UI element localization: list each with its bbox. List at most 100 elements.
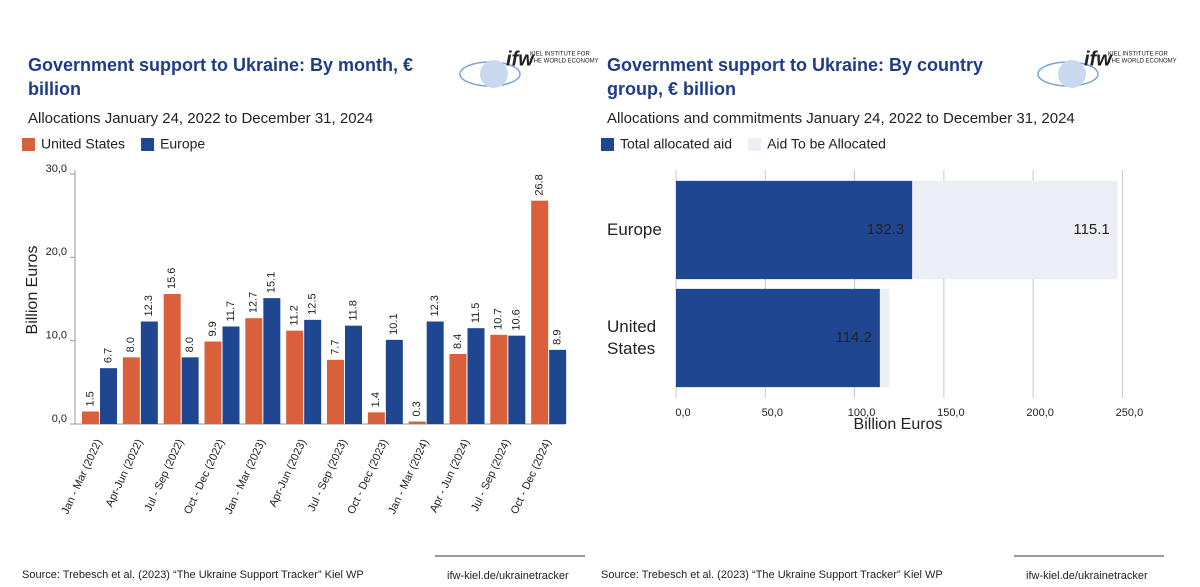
bar <box>181 357 199 424</box>
logo-tagline: THE WORLD ECONOMY <box>1108 59 1177 65</box>
x-tick-label: 50,0 <box>762 407 783 419</box>
bar <box>531 200 549 424</box>
chart-title: Government support to Ukraine: By month,… <box>28 55 414 99</box>
bar <box>122 357 140 424</box>
x-tick-label: Apr - Jun (2024) <box>428 437 472 514</box>
logo-tagline: THE WORLD ECONOMY <box>530 59 599 65</box>
data-label: 1.5 <box>84 391 96 406</box>
legend-label: Europe <box>160 136 205 152</box>
data-label: 115.1 <box>1073 221 1109 238</box>
x-tick-label: Jul - Sep (2023) <box>306 437 350 513</box>
bar <box>82 411 99 424</box>
legend-swatch <box>22 138 35 151</box>
data-label: 15.1 <box>266 272 278 293</box>
legend-swatch <box>141 138 155 151</box>
y-tick-label: Europe <box>607 220 662 239</box>
x-tick-label: Oct - Dec (2023) <box>345 437 390 516</box>
bar <box>263 298 281 424</box>
bar <box>549 349 567 424</box>
bar <box>222 326 240 424</box>
source: Source: Trebesch et al. (2023) “The Ukra… <box>22 569 364 581</box>
bar <box>286 330 304 424</box>
data-label: 8.4 <box>452 334 464 349</box>
subtitle: Allocations January 24, 2022 to December… <box>28 110 373 127</box>
bar <box>327 359 344 424</box>
data-label: 11.8 <box>347 300 359 321</box>
x-tick-label: 200,0 <box>1026 407 1054 419</box>
logo-globe <box>480 60 508 88</box>
data-label: 8.9 <box>552 330 564 345</box>
data-label: 9.9 <box>207 321 219 336</box>
y-tick-label: 10,0 <box>46 330 67 342</box>
y-axis-label: Billion Euros <box>24 246 41 335</box>
data-label: 11.2 <box>289 305 301 326</box>
y-tick-label: 0,0 <box>52 413 67 425</box>
data-label: 10.1 <box>388 313 400 334</box>
x-tick-label: Jan - Mar (2023) <box>223 437 268 516</box>
bar <box>345 325 362 424</box>
bar <box>304 319 322 424</box>
data-label: 10.6 <box>511 309 523 330</box>
x-tick-label: 100,0 <box>848 407 876 419</box>
link: ifw-kiel.de/ukrainetracker <box>447 570 569 582</box>
x-axis-label: Billion Euros <box>854 416 943 433</box>
bar <box>367 412 385 424</box>
x-tick-label: Oct - Dec (2024) <box>509 437 554 516</box>
bar <box>408 421 426 424</box>
link: ifw-kiel.de/ukrainetracker <box>1026 570 1148 582</box>
bar <box>140 321 158 424</box>
data-label: 12.5 <box>307 293 319 314</box>
x-tick-label: 250,0 <box>1116 407 1144 419</box>
y-tick-label: 20,0 <box>46 246 67 258</box>
data-label: 132.3 <box>867 221 905 238</box>
bar <box>245 318 263 424</box>
bar-segment <box>879 288 890 388</box>
x-tick-label: Jan - Mar (2022) <box>60 437 105 516</box>
data-label: 10.7 <box>493 308 505 329</box>
x-tick-label: 0,0 <box>675 407 690 419</box>
data-label: 26.8 <box>534 174 546 195</box>
bar <box>204 341 222 424</box>
x-tick-label: Jul - Sep (2024) <box>469 437 513 513</box>
bar <box>467 328 485 424</box>
logo-name: ifw <box>1084 48 1113 70</box>
bar <box>385 339 403 424</box>
x-tick-label: 150,0 <box>937 407 965 419</box>
logo-tagline: KIEL INSTITUTE FOR <box>530 52 590 58</box>
logo-tagline: KIEL INSTITUTE FOR <box>1108 52 1168 58</box>
data-label: 114.2 <box>835 329 871 346</box>
data-label: 7.7 <box>329 340 341 355</box>
data-label: 8.0 <box>125 337 137 352</box>
bar-segment <box>912 180 1118 280</box>
bar-segment <box>676 180 913 280</box>
data-label: 12.3 <box>429 295 441 316</box>
x-tick-label: Jan - Mar (2024) <box>386 437 431 516</box>
bar <box>426 321 444 424</box>
bar <box>490 334 508 424</box>
data-label: 12.7 <box>248 292 260 313</box>
data-label: 11.7 <box>225 301 237 322</box>
legend-swatch <box>748 138 762 151</box>
logo-name: ifw <box>506 48 535 70</box>
bar-segment <box>676 288 880 388</box>
data-label: 8.0 <box>184 337 196 352</box>
data-label: 0.3 <box>411 401 423 416</box>
x-tick-label: Apr-Jun (2022) <box>104 437 146 509</box>
y-tick-label: United States <box>607 317 657 358</box>
legend-label: United States <box>41 136 125 152</box>
data-label: 1.4 <box>370 392 382 407</box>
data-label: 11.5 <box>470 303 482 324</box>
logo-globe <box>1058 60 1086 88</box>
legend-label: Total allocated aid <box>620 136 732 152</box>
chart-title: Government support to Ukraine: By countr… <box>607 55 984 99</box>
data-label: 15.6 <box>166 268 178 289</box>
x-tick-label: Jul - Sep (2022) <box>142 437 186 513</box>
bar <box>100 368 117 424</box>
bar <box>163 294 181 424</box>
bar <box>449 354 467 424</box>
data-label: 6.7 <box>102 348 114 363</box>
legend-swatch <box>601 138 614 151</box>
x-tick-label: Oct - Dec (2022) <box>182 437 227 516</box>
